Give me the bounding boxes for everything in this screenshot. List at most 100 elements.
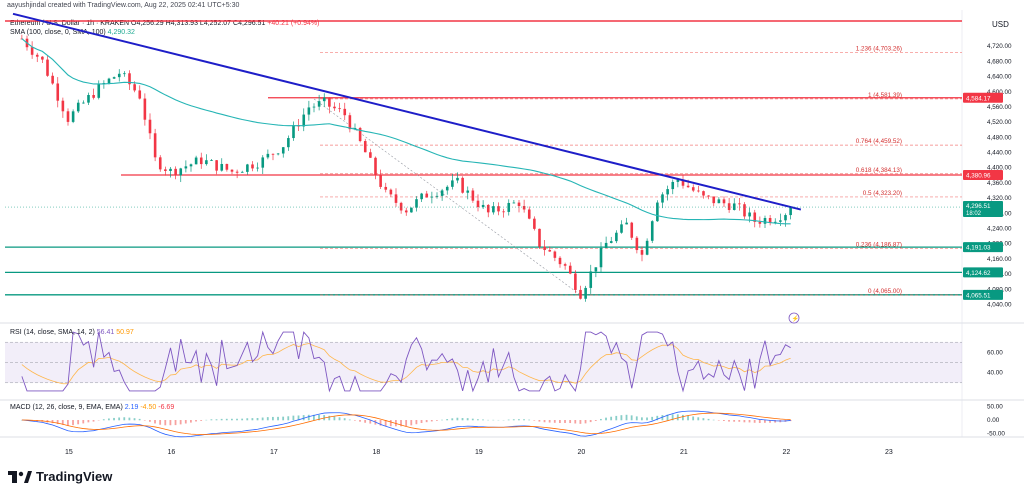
macd-histogram-bar	[615, 415, 618, 421]
candle-body	[194, 157, 198, 165]
macd-histogram-bar	[149, 420, 151, 422]
macd-histogram-bar	[56, 420, 59, 425]
close-value: C4,296.51	[233, 20, 266, 27]
candle-body	[215, 160, 218, 171]
macd-histogram-bar	[646, 417, 648, 421]
candle-body	[51, 75, 54, 84]
macd-histogram-bar	[87, 420, 90, 423]
macd-histogram-bar	[338, 417, 341, 421]
x-axis-tick: 19	[475, 449, 483, 456]
candle-body	[666, 189, 669, 195]
macd-histogram-bar	[436, 420, 438, 421]
candle-body	[702, 191, 705, 196]
macd-histogram-bar	[682, 414, 684, 421]
macd-histogram-bar	[225, 418, 228, 421]
macd-legend[interactable]: MACD (12, 26, close, 9, EMA, EMA) 2.19 -…	[10, 404, 174, 411]
candle-body	[681, 179, 685, 186]
macd-histogram-bar	[154, 420, 156, 424]
macd-histogram-bar	[748, 420, 751, 423]
macd-histogram-bar	[389, 420, 392, 427]
candle-body	[363, 141, 367, 153]
x-axis-tick: 15	[65, 449, 73, 456]
candle-body	[543, 246, 546, 251]
candle-body	[235, 171, 239, 173]
candle-body	[338, 108, 341, 110]
candle-body	[312, 106, 316, 108]
macd-histogram-bar	[67, 420, 69, 426]
candle-body	[579, 289, 582, 299]
macd-histogram-bar	[133, 418, 136, 421]
rsi-legend[interactable]: RSI (14, close, SMA, 14, 2) 56.41 50.97	[10, 329, 134, 336]
candle-body	[281, 147, 285, 154]
macd-histogram-bar	[461, 418, 464, 421]
candle-body	[630, 222, 634, 238]
candle-body	[153, 133, 157, 158]
candle-body	[615, 232, 618, 242]
macd-histogram-bar	[441, 419, 443, 421]
candle-body	[676, 179, 680, 182]
candle-body	[697, 190, 700, 192]
macd-histogram-bar	[507, 419, 510, 421]
macd-histogram-bar	[277, 416, 279, 421]
macd-histogram-bar	[102, 419, 105, 421]
macd-histogram-bar	[769, 420, 771, 423]
candle-body	[71, 111, 75, 122]
candle-body	[527, 209, 531, 219]
fib-level-label: 1 (4,581.39)	[868, 92, 902, 99]
candle-body	[497, 206, 500, 212]
macd-histogram-bar	[359, 420, 361, 422]
candle-body	[650, 221, 654, 241]
macd-histogram-bar	[482, 419, 484, 421]
macd-histogram-bar	[184, 420, 187, 424]
candle-body	[722, 199, 726, 204]
macd-histogram-bar	[400, 420, 402, 427]
candle-body	[169, 168, 172, 171]
macd-histogram-bar	[712, 419, 715, 421]
macd-histogram-bar	[456, 417, 459, 421]
candle-body	[512, 202, 516, 204]
tradingview-logo[interactable]: TradingView	[8, 469, 112, 484]
candle-body	[538, 228, 541, 247]
macd-histogram-bar	[717, 420, 720, 421]
rsi-axis-tick: 60.00	[987, 349, 1003, 356]
candle-body	[558, 257, 562, 265]
tradingview-logo-icon	[8, 470, 32, 483]
macd-histogram-bar	[446, 419, 449, 421]
candle-body	[256, 167, 259, 169]
y-axis-tick: 4,560.00	[987, 104, 1012, 111]
macd-histogram-bar	[113, 417, 115, 421]
candle-body	[517, 202, 521, 207]
macd-histogram-bar	[676, 414, 679, 421]
candle-body	[174, 168, 177, 176]
macd-histogram-bar	[77, 420, 80, 425]
macd-histogram-bar	[210, 419, 213, 421]
macd-histogram-bar	[92, 420, 95, 422]
macd-histogram-bar	[328, 415, 331, 421]
candle-body	[758, 221, 762, 224]
candle-body	[353, 127, 357, 130]
candle-body	[41, 56, 44, 60]
macd-histogram-bar	[738, 420, 741, 422]
symbol-line[interactable]: Ethereum / U.S. Dollar · 1h · KRAKEN	[10, 20, 130, 27]
macd-histogram-bar	[215, 419, 218, 421]
macd-histogram-bar	[195, 420, 197, 422]
macd-histogram-bar	[200, 420, 203, 421]
open-value: O4,256.29	[131, 20, 164, 27]
sma-legend[interactable]: SMA (100, close, 0, SMA, 100) 4,290.32	[10, 29, 135, 36]
macd-histogram-bar	[758, 420, 761, 424]
y-axis-tick: 4,520.00	[987, 119, 1012, 126]
candle-body	[471, 190, 475, 201]
macd-histogram-bar	[164, 420, 167, 426]
bar-countdown-text: 18:02	[966, 211, 982, 217]
currency-label: USD	[992, 20, 1009, 29]
candle-body	[230, 169, 234, 172]
macd-histogram-bar	[287, 416, 290, 421]
macd-histogram-bar	[369, 420, 372, 424]
macd-histogram-bar	[415, 420, 418, 425]
candle-body	[66, 111, 70, 122]
candle-body	[266, 153, 270, 158]
macd-histogram-bar	[179, 420, 182, 425]
macd-histogram-bar	[574, 420, 577, 424]
x-axis-tick: 20	[578, 449, 586, 456]
